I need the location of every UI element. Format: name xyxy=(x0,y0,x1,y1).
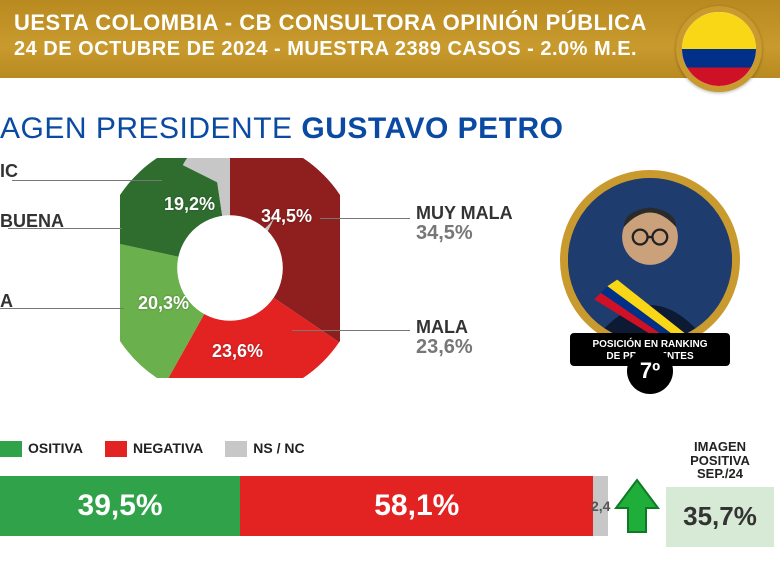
label-text: A xyxy=(0,291,13,311)
header-line2: 24 DE OCTUBRE DE 2024 - MUESTRA 2389 CAS… xyxy=(14,38,766,61)
trend-up-icon xyxy=(614,478,660,534)
leader-line xyxy=(320,218,410,219)
swatch-negativa xyxy=(105,441,127,457)
previous-positive-box: IMAGEN POSITIVA SEP./24 35,7% xyxy=(666,440,774,547)
label-nsnc: IC xyxy=(0,162,18,181)
label-text: IC xyxy=(0,161,18,181)
prev-title: IMAGEN POSITIVA SEP./24 xyxy=(666,440,774,481)
title-prefix: AGEN PRESIDENTE xyxy=(0,112,301,145)
colombia-flag-icon xyxy=(676,6,762,92)
rank-value: 7º xyxy=(640,358,660,384)
header-band: UESTA COLOMBIA - CB CONSULTORA OPINIÓN P… xyxy=(0,0,780,78)
photo-ring xyxy=(560,170,740,350)
label-muy-buena: BUENA xyxy=(0,212,64,231)
leader-line xyxy=(12,180,162,181)
donut-percent-labels: 34,5% 23,6% 20,3% 19,2% xyxy=(120,158,340,378)
label-buena: A xyxy=(0,292,13,311)
summary-bar: 39,5%58,1%2,4 xyxy=(0,476,608,536)
swatch-positiva xyxy=(0,441,22,457)
legend-item-nsnc: NS / NC xyxy=(225,440,304,457)
title-name: GUSTAVO PETRO xyxy=(301,112,563,145)
label-text: MUY MALA xyxy=(416,203,513,223)
legend-item-positiva: OSITIVA xyxy=(0,440,83,457)
label-text: BUENA xyxy=(0,211,64,231)
rank-value-badge: 7º xyxy=(627,348,673,394)
label-text: MALA xyxy=(416,317,468,337)
bar-segment-negativa: 58,1% xyxy=(240,476,593,536)
leader-line xyxy=(292,330,410,331)
legend: OSITIVA NEGATIVA NS / NC xyxy=(0,440,305,457)
pct-muy-buena: 19,2% xyxy=(164,194,215,215)
legend-item-negativa: NEGATIVA xyxy=(105,440,203,457)
header-line1: UESTA COLOMBIA - CB CONSULTORA OPINIÓN P… xyxy=(14,10,766,36)
legend-label: NEGATIVA xyxy=(133,440,203,456)
leader-line xyxy=(0,308,124,309)
infographic-root: UESTA COLOMBIA - CB CONSULTORA OPINIÓN P… xyxy=(0,0,780,565)
bar-segment-positiva: 39,5% xyxy=(0,476,240,536)
pct-buena: 20,3% xyxy=(138,293,189,314)
pct-mala: 23,6% xyxy=(212,341,263,362)
swatch-nsnc xyxy=(225,441,247,457)
page-title: AGEN PRESIDENTE GUSTAVO PETRO xyxy=(0,112,563,146)
legend-label: OSITIVA xyxy=(28,440,83,456)
president-photo-badge: POSICIÓN EN RANKING DE PRESIDENTES 7º xyxy=(560,170,740,350)
label-muy-mala: MUY MALA 34,5% xyxy=(416,204,513,244)
legend-label: NS / NC xyxy=(253,440,304,456)
bar-segment-nsnc: 2,4 xyxy=(593,476,608,536)
prev-value: 35,7% xyxy=(666,487,774,547)
label-mala: MALA 23,6% xyxy=(416,318,473,358)
label-pct: 23,6% xyxy=(416,337,473,358)
donut-chart: 34,5% 23,6% 20,3% 19,2% xyxy=(120,158,340,378)
label-pct: 34,5% xyxy=(416,223,513,244)
pct-muy-mala: 34,5% xyxy=(261,206,312,227)
